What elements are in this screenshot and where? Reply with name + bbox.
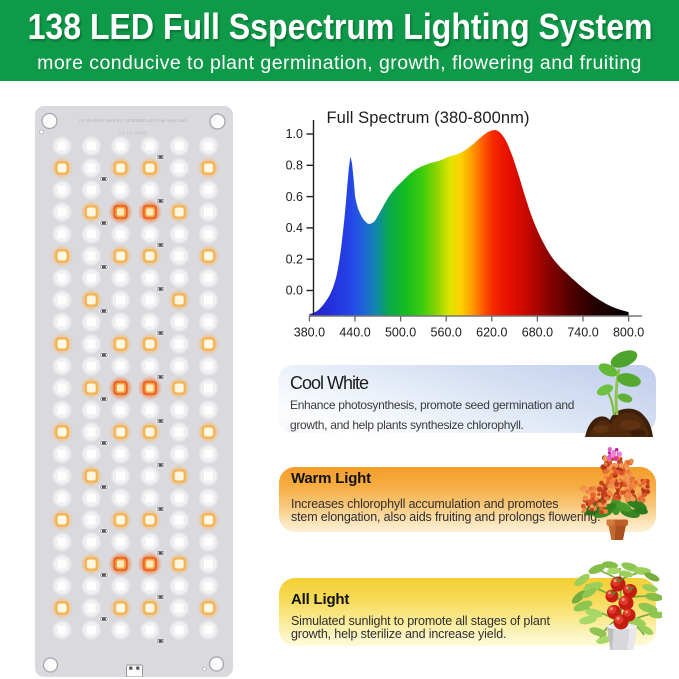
svg-text:440.0: 440.0 [339,326,370,340]
svg-text:AC 85-265V 50/60Hz 2835SMD LED: AC 85-265V 50/60Hz 2835SMD LED Full Spec… [79,118,187,123]
svg-text:0.8: 0.8 [286,159,303,173]
svg-text:740.0: 740.0 [567,326,598,340]
svg-text:Full Spectrum (380-800nm): Full Spectrum (380-800nm) [327,109,530,127]
svg-text:0.6: 0.6 [286,190,303,204]
svg-text:0.4: 0.4 [286,221,303,235]
svg-text:1.0: 1.0 [286,127,303,141]
svg-text:500.0: 500.0 [385,326,416,340]
svg-text:620.0: 620.0 [476,326,507,340]
svg-text:560.0: 560.0 [431,326,462,340]
svg-text:0.2: 0.2 [286,252,303,266]
svg-text:800.0: 800.0 [613,326,644,340]
svg-text:CE FC RoHS: CE FC RoHS [119,131,147,136]
svg-text:380.0: 380.0 [294,326,325,340]
svg-text:0.0: 0.0 [286,284,303,298]
svg-text:680.0: 680.0 [522,326,553,340]
